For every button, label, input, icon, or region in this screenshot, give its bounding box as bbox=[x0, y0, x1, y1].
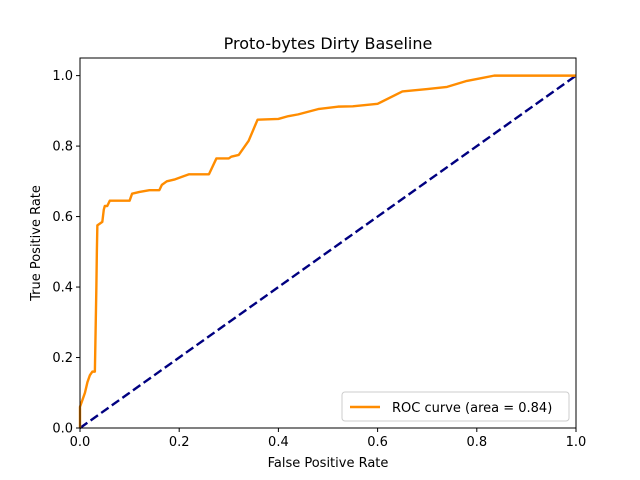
x-axis-ticks: 0.0 0.2 0.4 0.6 0.8 1.0 bbox=[70, 428, 587, 450]
y-tick-label: 0.6 bbox=[52, 210, 73, 225]
y-tick-label: 0.4 bbox=[52, 281, 73, 296]
x-tick-label: 1.0 bbox=[566, 435, 587, 450]
roc-curve-line bbox=[78, 74, 576, 428]
y-tick-label: 0.0 bbox=[52, 422, 73, 437]
series-layer bbox=[78, 74, 577, 429]
y-tick-label: 1.0 bbox=[52, 69, 73, 84]
y-tick-label: 0.2 bbox=[52, 351, 73, 366]
legend-box bbox=[341, 391, 570, 422]
x-axis-label: False Positive Rate bbox=[268, 456, 389, 471]
x-tick-label: 0.6 bbox=[367, 435, 388, 450]
x-tick-label: 0.0 bbox=[70, 435, 91, 450]
legend: ROC curve (area = 0.84) bbox=[341, 391, 570, 422]
chance-diagonal-line bbox=[79, 74, 577, 429]
y-axis-ticks: 0.0 0.2 0.4 0.6 0.8 1.0 bbox=[52, 69, 80, 437]
legend-label-roc: ROC curve (area = 0.84) bbox=[392, 401, 552, 416]
x-tick-label: 0.4 bbox=[268, 435, 289, 450]
x-tick-label: 0.8 bbox=[466, 435, 487, 450]
plot-frame bbox=[79, 57, 577, 429]
y-tick-label: 0.8 bbox=[52, 140, 73, 155]
chart-title: Proto-bytes Dirty Baseline bbox=[224, 34, 433, 53]
y-axis-label: True Positive Rate bbox=[29, 185, 44, 302]
x-tick-label: 0.2 bbox=[169, 435, 190, 450]
